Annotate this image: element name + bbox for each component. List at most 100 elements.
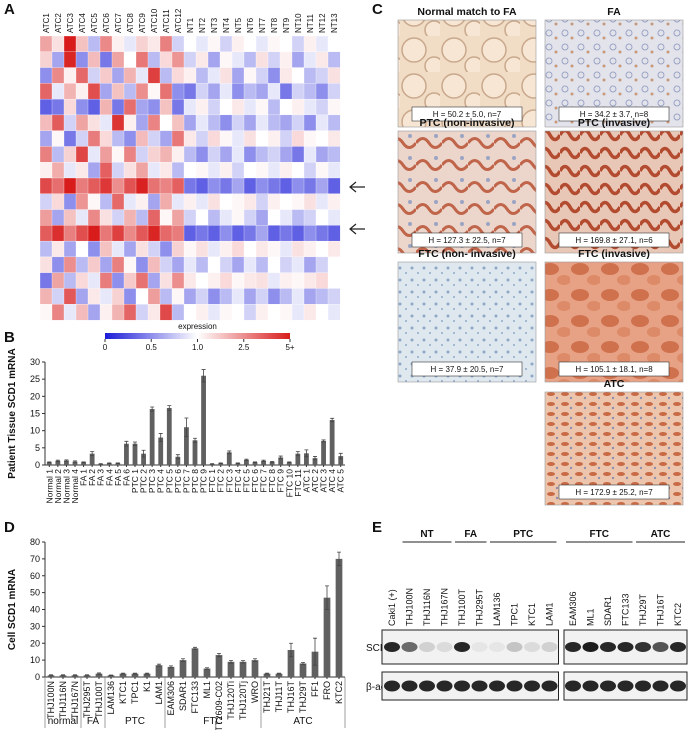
heatmap-cell bbox=[255, 114, 269, 132]
heatmap-cell bbox=[111, 193, 125, 210]
blot-band bbox=[384, 642, 400, 652]
x-tick-label: ATC 5 bbox=[336, 469, 346, 493]
bar bbox=[287, 650, 295, 677]
lane-label: THJ167N bbox=[440, 588, 450, 626]
x-tick-label: Normal 3 bbox=[61, 469, 71, 504]
heatmap-cell bbox=[123, 51, 137, 68]
heatmap-cell bbox=[267, 177, 281, 195]
blot-band bbox=[600, 680, 616, 692]
heatmap-cell bbox=[327, 304, 341, 321]
x-tick-label: PTC 3 bbox=[147, 469, 157, 493]
heatmap-cell bbox=[135, 98, 149, 116]
error-bar bbox=[73, 674, 77, 677]
blot-band bbox=[635, 642, 651, 652]
heatmap-cell bbox=[267, 130, 281, 147]
heatmap-cell bbox=[135, 146, 149, 163]
heatmap-cell bbox=[111, 114, 125, 132]
heatmap-cell bbox=[315, 114, 329, 132]
colorbar-tick-label: 0.5 bbox=[146, 343, 158, 352]
heatmap-cell bbox=[243, 209, 257, 226]
histology-panel: FTC (non- invasive) H = 37.9 ± 20.5, n=7 bbox=[397, 248, 537, 383]
x-tick-label: EAM306 bbox=[166, 681, 176, 716]
histology-title: Normal match to FA bbox=[417, 6, 517, 18]
heatmap-cell bbox=[279, 272, 293, 289]
heatmap-cell bbox=[135, 304, 149, 321]
error-bar bbox=[115, 462, 120, 465]
heatmap-cell bbox=[171, 83, 185, 100]
x-tick-label: FTC 7 bbox=[259, 469, 269, 493]
heatmap-cell bbox=[87, 240, 101, 258]
error-bar bbox=[217, 652, 221, 658]
heatmap-cell bbox=[99, 193, 113, 210]
x-tick-label: FA 3 bbox=[96, 469, 106, 486]
error-bar bbox=[109, 674, 113, 677]
error-bar bbox=[157, 663, 161, 667]
heatmap-cell bbox=[267, 162, 281, 179]
error-bar bbox=[145, 672, 149, 675]
error-bar bbox=[338, 452, 343, 460]
heatmap-cell bbox=[231, 51, 245, 68]
heatmap-cell bbox=[267, 51, 281, 68]
bar bbox=[64, 460, 69, 465]
heatmap-cell bbox=[327, 209, 341, 226]
heatmap-cell bbox=[243, 272, 257, 289]
blot-band bbox=[401, 680, 418, 692]
heatmap-cell bbox=[39, 256, 53, 274]
x-tick-label: TPC1 bbox=[130, 681, 140, 704]
label-box bbox=[411, 106, 523, 122]
column-label: NT6 bbox=[246, 17, 255, 33]
bar bbox=[261, 460, 266, 465]
x-tick-label: FTC 6 bbox=[250, 469, 260, 493]
heatmap-cell bbox=[171, 288, 185, 305]
x-tick-label: PTC 9 bbox=[199, 469, 209, 493]
heatmap-cell bbox=[159, 83, 173, 100]
heatmap-cell bbox=[183, 256, 197, 274]
bar bbox=[218, 463, 224, 465]
heatmap-cell bbox=[303, 67, 317, 84]
heatmap-cell bbox=[195, 209, 209, 226]
heatmap-cell bbox=[243, 67, 257, 84]
heatmap-cell bbox=[159, 98, 173, 116]
heatmap-cell bbox=[147, 177, 161, 195]
heatmap-cell bbox=[327, 225, 341, 242]
heatmap-cell bbox=[219, 114, 233, 132]
heatmap-cell bbox=[255, 256, 269, 274]
heatmap-cell bbox=[171, 256, 185, 274]
heatmap-cell bbox=[207, 130, 221, 147]
heatmap-cell bbox=[219, 272, 233, 289]
heatmap-cell bbox=[267, 272, 281, 289]
heatmap-cell bbox=[243, 304, 257, 321]
heatmap-cell bbox=[195, 272, 209, 289]
heatmap-cell bbox=[123, 177, 137, 195]
heatmap-cell bbox=[123, 67, 137, 84]
x-tick-label: Normal 1 bbox=[44, 469, 54, 504]
error-bar bbox=[321, 439, 326, 443]
error-bar bbox=[313, 637, 317, 666]
bar bbox=[72, 461, 78, 465]
lane-label: EAM306 bbox=[568, 591, 578, 626]
blot-band bbox=[436, 642, 453, 652]
heatmap-cell bbox=[231, 114, 245, 132]
column-label: NT7 bbox=[258, 17, 267, 33]
x-tick-label: FTC 3 bbox=[224, 469, 234, 493]
heatmap-cell bbox=[315, 146, 329, 163]
error-bar bbox=[261, 459, 266, 462]
heatmap-cell bbox=[123, 130, 137, 147]
heatmap-cell bbox=[147, 130, 161, 147]
heatmap-cell bbox=[183, 114, 197, 132]
heatmap-cell bbox=[87, 256, 101, 274]
heatmap-cell bbox=[111, 288, 125, 305]
y-tick-label: 10 bbox=[30, 655, 40, 665]
bar bbox=[244, 459, 249, 465]
heatmap-cell bbox=[195, 114, 209, 132]
heatmap-cell bbox=[147, 225, 161, 242]
colorbar-label: expression bbox=[178, 322, 217, 331]
heatmap-cell bbox=[111, 240, 125, 258]
heatmap-cell bbox=[327, 256, 341, 274]
column-label: ATC12 bbox=[174, 8, 183, 33]
group-label: normal bbox=[48, 716, 79, 727]
error-bar bbox=[235, 462, 240, 465]
heatmap-cell bbox=[123, 83, 137, 100]
x-tick-label: THJ100N bbox=[46, 681, 56, 719]
heatmap-cell bbox=[183, 51, 197, 68]
